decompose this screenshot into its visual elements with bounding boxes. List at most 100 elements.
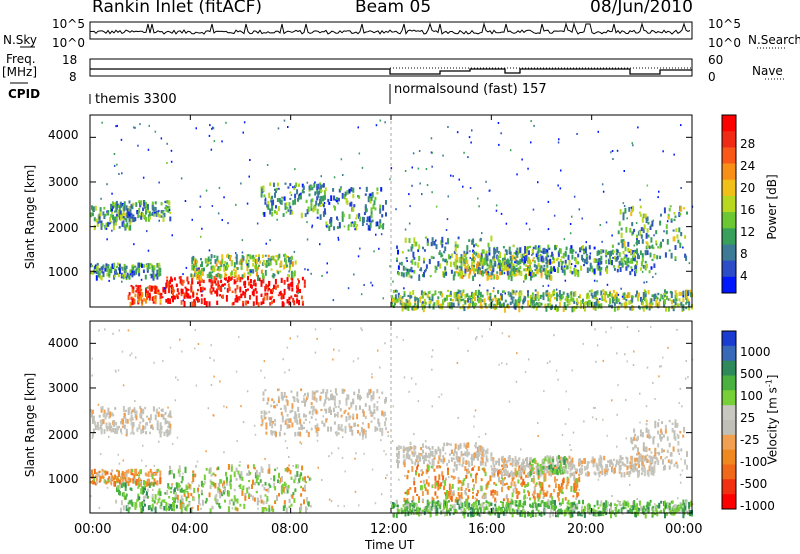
data-cell <box>268 281 271 287</box>
data-cell <box>352 187 355 193</box>
data-cell <box>330 394 332 401</box>
data-cell <box>597 300 600 306</box>
noise-cell <box>357 126 359 129</box>
data-cell <box>679 242 682 248</box>
data-cell <box>135 502 138 508</box>
data-cell <box>364 432 367 439</box>
data-cell <box>246 487 249 494</box>
data-cell <box>505 265 508 270</box>
data-cell <box>269 485 272 488</box>
data-cell <box>111 469 114 472</box>
noise-cell <box>662 150 664 153</box>
data-cell <box>244 280 247 286</box>
data-cell <box>146 290 149 296</box>
data-cell <box>227 264 230 268</box>
data-cell <box>264 269 267 276</box>
data-cell <box>242 290 245 296</box>
data-cell <box>365 186 368 192</box>
data-cell <box>138 208 141 214</box>
data-cell <box>611 299 614 304</box>
data-cell <box>645 232 648 239</box>
noise-cell <box>265 242 267 245</box>
data-cell <box>280 487 283 492</box>
data-cell <box>678 298 681 302</box>
noise-cell <box>458 178 460 181</box>
data-cell <box>145 210 147 215</box>
data-cell <box>422 443 424 448</box>
data-cell <box>476 269 479 275</box>
data-cell <box>112 414 115 417</box>
data-cell <box>427 482 430 487</box>
data-cell <box>685 302 688 305</box>
data-cell <box>522 458 525 463</box>
data-cell <box>503 306 506 313</box>
data-cell <box>98 272 101 278</box>
data-cell <box>674 245 677 250</box>
data-cell <box>587 471 590 477</box>
data-cell <box>571 271 574 275</box>
data-cell <box>93 468 96 475</box>
data-cell <box>123 272 126 279</box>
data-cell <box>571 462 574 467</box>
data-cell <box>424 445 427 448</box>
data-cell <box>279 424 282 427</box>
power-cb-tick-24: 24 <box>740 159 756 173</box>
noise-cell <box>412 152 415 155</box>
velocity-cb-tick-m1000: -1000 <box>740 499 775 513</box>
data-cell <box>453 271 456 277</box>
data-cell <box>278 472 280 479</box>
data-cell <box>626 457 629 464</box>
data-cell <box>129 301 132 308</box>
data-cell <box>366 216 369 223</box>
data-cell <box>113 262 116 268</box>
data-cell <box>413 257 416 260</box>
data-cell <box>557 497 560 502</box>
data-cell <box>626 260 629 267</box>
data-cell <box>101 406 104 411</box>
data-cell <box>173 502 175 509</box>
data-cell <box>626 465 629 471</box>
data-cell <box>403 461 406 468</box>
data-cell <box>680 232 683 237</box>
data-cell <box>430 255 433 259</box>
data-cell <box>462 298 465 301</box>
data-cell <box>263 194 266 198</box>
data-cell <box>235 254 238 260</box>
data-cell <box>471 459 474 466</box>
data-cell <box>110 425 113 429</box>
data-cell <box>640 472 643 475</box>
data-cell <box>402 265 405 271</box>
data-cell <box>566 299 569 303</box>
noise-cell <box>375 124 378 127</box>
data-cell <box>234 269 237 275</box>
data-cell <box>131 428 134 434</box>
data-cell <box>279 426 282 431</box>
data-cell <box>437 300 440 306</box>
data-cell <box>426 293 429 297</box>
data-cell <box>546 293 549 296</box>
data-cell <box>170 491 173 494</box>
data-cell <box>201 268 203 272</box>
data-cell <box>421 471 424 474</box>
data-cell <box>376 221 379 227</box>
data-cell <box>169 211 172 214</box>
data-cell <box>236 284 239 290</box>
data-cell <box>285 255 288 259</box>
data-cell <box>290 255 293 261</box>
data-cell <box>489 292 492 296</box>
data-cell <box>132 422 135 427</box>
data-cell <box>416 494 419 496</box>
data-cell <box>382 205 385 211</box>
data-cell <box>582 245 584 250</box>
noise-cell <box>500 212 503 215</box>
data-cell <box>91 473 94 479</box>
data-cell <box>596 298 599 303</box>
data-cell <box>230 498 233 502</box>
data-cell <box>336 216 338 220</box>
data-cell <box>239 286 242 293</box>
data-cell <box>603 455 606 461</box>
data-cell <box>224 276 227 281</box>
data-cell <box>157 209 160 213</box>
data-cell <box>183 292 186 296</box>
data-cell <box>495 483 498 487</box>
